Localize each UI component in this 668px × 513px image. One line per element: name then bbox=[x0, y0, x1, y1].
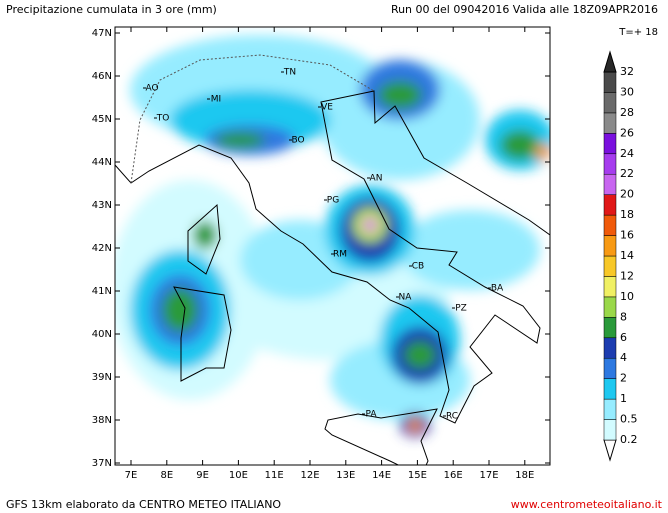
city-label: PA bbox=[365, 410, 377, 420]
colorbar-label: 30 bbox=[620, 85, 634, 98]
colorbar-label: 6 bbox=[620, 331, 627, 344]
lon-label: 12E bbox=[300, 470, 319, 481]
colorbar-label: 18 bbox=[620, 208, 634, 221]
city-label: PZ bbox=[455, 304, 467, 314]
colorbar-label: 28 bbox=[620, 106, 634, 119]
lon-label: 10E bbox=[229, 470, 248, 481]
lon-label: 18E bbox=[515, 470, 534, 481]
lat-label: 38N bbox=[92, 415, 112, 426]
city-label: BO bbox=[291, 136, 304, 146]
lat-label: 40N bbox=[92, 329, 112, 340]
colorbar-band bbox=[603, 112, 617, 134]
forecast-step: T=+ 18 bbox=[618, 27, 658, 38]
colorbar-label: 2 bbox=[620, 372, 627, 385]
colorbar-label: 14 bbox=[620, 249, 634, 262]
colorbar-label: 12 bbox=[620, 269, 634, 282]
colorbar-band bbox=[603, 398, 617, 420]
city-label: VE bbox=[321, 103, 333, 113]
footer-site: www.centrometeoitaliano.it bbox=[511, 498, 663, 511]
precipitation-field bbox=[115, 35, 550, 437]
lat-label: 37N bbox=[92, 458, 112, 469]
colorbar-band bbox=[603, 194, 617, 216]
lon-label: 16E bbox=[444, 470, 463, 481]
colorbar-band bbox=[603, 235, 617, 257]
lon-label: 15E bbox=[408, 470, 427, 481]
lon-label: 9E bbox=[196, 470, 209, 481]
colorbar-band bbox=[603, 92, 617, 114]
colorbar-label: 26 bbox=[620, 126, 634, 139]
map-area bbox=[115, 27, 550, 465]
lat-label: 42N bbox=[92, 243, 112, 254]
city-label: CB bbox=[412, 262, 424, 272]
city-label: TN bbox=[283, 68, 296, 78]
city-label: RM bbox=[333, 250, 347, 260]
colorbar-band bbox=[603, 153, 617, 175]
map-frame bbox=[114, 26, 551, 466]
lat-label: 47N bbox=[92, 28, 112, 39]
colorbar-band bbox=[603, 419, 617, 441]
footer-model: GFS 13km elaborato da CENTRO METEO ITALI… bbox=[6, 498, 281, 511]
colorbar-band bbox=[603, 133, 617, 155]
colorbar-band bbox=[603, 276, 617, 298]
colorbar-label: 32 bbox=[620, 65, 634, 78]
city-label: NA bbox=[399, 293, 413, 303]
colorbar-label: 0.2 bbox=[620, 433, 638, 446]
colorbar-label: 20 bbox=[620, 188, 634, 201]
colorbar-label: 10 bbox=[620, 290, 634, 303]
city-label: PG bbox=[327, 196, 339, 206]
colorbar-label: 16 bbox=[620, 229, 634, 242]
lat-label: 44N bbox=[92, 157, 112, 168]
colorbar-band bbox=[603, 357, 617, 379]
city-label: MI bbox=[211, 95, 221, 105]
lat-label: 41N bbox=[92, 286, 112, 297]
colorbar-band bbox=[603, 71, 617, 93]
city-label: AO bbox=[145, 84, 158, 94]
colorbar-label: 24 bbox=[620, 147, 634, 160]
colorbar-band bbox=[603, 337, 617, 359]
colorbar-label: 1 bbox=[620, 392, 627, 405]
lon-label: 17E bbox=[479, 470, 498, 481]
run-info: Run 00 del 09042016 Valida alle 18Z09APR… bbox=[391, 3, 658, 16]
colorbar-band bbox=[603, 317, 617, 339]
city-label: BA bbox=[491, 284, 504, 294]
coastlines bbox=[115, 54, 550, 465]
colorbar-label: 4 bbox=[620, 351, 627, 364]
lon-label: 13E bbox=[336, 470, 355, 481]
colorbar-band bbox=[603, 378, 617, 400]
colorbar-label: 22 bbox=[620, 167, 634, 180]
colorbar-band bbox=[603, 214, 617, 236]
colorbar-band bbox=[603, 255, 617, 277]
lat-label: 45N bbox=[92, 114, 112, 125]
colorbar-label: 0.5 bbox=[620, 413, 638, 426]
lon-label: 14E bbox=[372, 470, 391, 481]
city-label: RC bbox=[446, 412, 458, 422]
lon-label: 7E bbox=[125, 470, 138, 481]
colorbar-low-cap bbox=[603, 439, 617, 462]
colorbar-band bbox=[603, 173, 617, 195]
lon-label: 8E bbox=[160, 470, 173, 481]
colorbar-label: 8 bbox=[620, 310, 627, 323]
lat-label: 43N bbox=[92, 200, 112, 211]
colorbar-high-cap bbox=[603, 50, 617, 73]
lat-label: 39N bbox=[92, 372, 112, 383]
lon-label: 11E bbox=[265, 470, 284, 481]
title: Precipitazione cumulata in 3 ore (mm) bbox=[6, 3, 217, 16]
city-label: TO bbox=[156, 114, 170, 124]
city-label: AN bbox=[370, 174, 383, 184]
lat-label: 46N bbox=[92, 71, 112, 82]
colorbar-band bbox=[603, 296, 617, 318]
